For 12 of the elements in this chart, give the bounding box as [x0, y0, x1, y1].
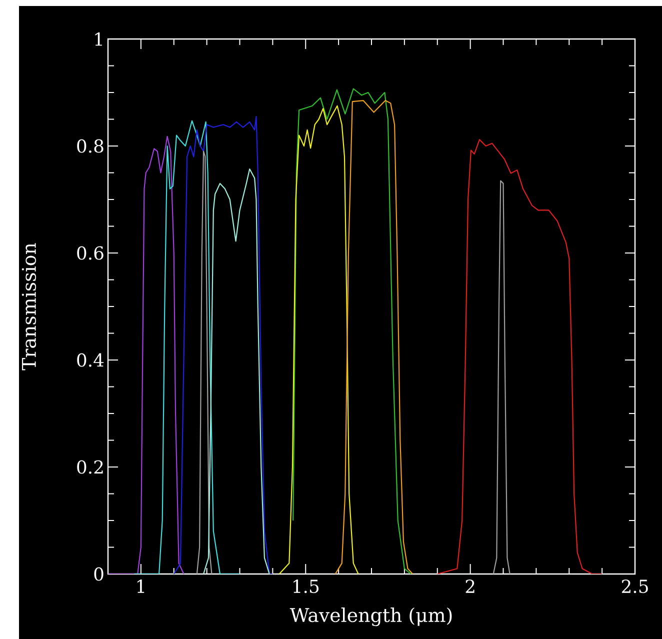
- x-tick-label: 1.5: [294, 580, 319, 594]
- y-tick-label: 0.4: [77, 353, 104, 367]
- x-axis-title: Wavelength (μm): [290, 608, 452, 626]
- y-tick-label: 0.2: [77, 460, 103, 474]
- y-axis-title: Transmission: [22, 243, 36, 370]
- x-tick-label: 2.5: [622, 580, 648, 594]
- x-tick-label: 1: [137, 580, 144, 593]
- y-tick-label: 0: [94, 567, 104, 581]
- y-tick-label: 1: [95, 32, 102, 46]
- x-tick-label: 2: [466, 580, 474, 593]
- y-tick-label: 0.8: [77, 139, 104, 153]
- y-tick-label: 0.6: [77, 246, 104, 260]
